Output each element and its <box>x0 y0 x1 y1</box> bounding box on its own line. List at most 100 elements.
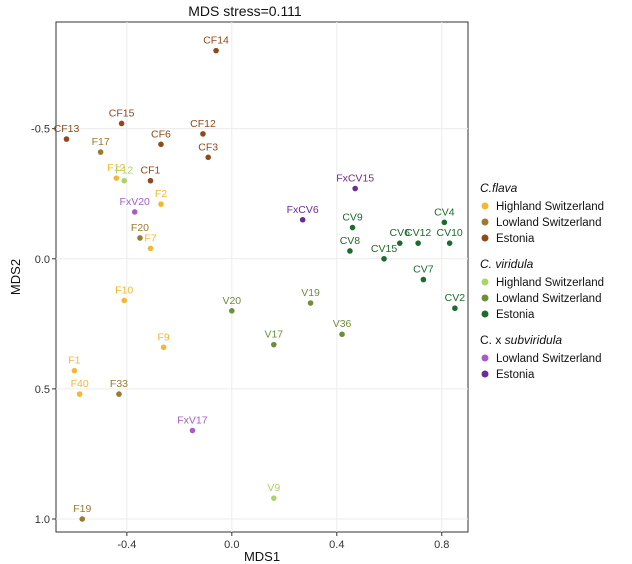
point-label: CV10 <box>436 227 462 239</box>
y-tick-label: 1.0 <box>35 514 50 526</box>
point-label: CF6 <box>151 128 171 140</box>
data-point <box>97 149 104 155</box>
data-point <box>76 391 83 397</box>
data-point <box>299 216 306 223</box>
legend: C.flava Highland Switzerland Lowland Switz… <box>480 181 604 381</box>
data-point <box>63 136 70 142</box>
data-point <box>307 300 314 306</box>
legend-group-title: C. x subviridula <box>480 333 562 347</box>
data-point <box>446 240 453 246</box>
data-point <box>381 255 387 262</box>
point-label: F12 <box>107 162 125 174</box>
y-tick-label: 0.0 <box>35 254 50 266</box>
point-label: CF14 <box>203 35 229 47</box>
point-label: V20 <box>222 295 241 307</box>
point-label: F7 <box>144 232 156 244</box>
point-label: V36 <box>333 318 352 330</box>
legend-item-label: Lowland Switzerland <box>496 217 601 229</box>
data-point <box>160 344 167 351</box>
point-label: CV4 <box>434 206 455 218</box>
legend-swatch <box>481 202 489 210</box>
point-label: CV12 <box>405 227 431 239</box>
data-point <box>158 141 164 148</box>
point-label: FxV20 <box>120 196 151 208</box>
data-point <box>79 516 86 522</box>
chart-title: MDS stress=0.111 <box>188 3 302 19</box>
legend-item-label: Highland Switzerland <box>496 277 604 289</box>
legend-swatch <box>481 294 489 302</box>
legend-swatch <box>481 234 489 242</box>
point-label: F20 <box>131 222 149 234</box>
legend-swatch <box>481 370 489 378</box>
legend-item-label: Estonia <box>496 369 535 381</box>
data-point <box>137 235 143 241</box>
point-label: CF13 <box>54 123 80 135</box>
point-label: CF15 <box>109 107 135 119</box>
data-point <box>452 305 458 312</box>
data-point <box>205 154 212 161</box>
point-label: CF12 <box>190 118 216 130</box>
legend-swatch <box>481 278 489 286</box>
x-tick-label: 0.0 <box>224 539 239 551</box>
point-label: V19 <box>301 287 320 299</box>
point-label: V9 <box>267 482 280 494</box>
data-point <box>189 427 196 434</box>
data-point <box>113 175 120 181</box>
legend-group-title: C.flava <box>480 181 518 195</box>
point-label: FxCV15 <box>336 173 374 185</box>
point-label: V17 <box>264 329 283 341</box>
point-label: F17 <box>92 136 110 148</box>
data-point <box>121 297 128 304</box>
data-point <box>147 245 154 252</box>
point-label: CV8 <box>340 235 361 247</box>
point-label: F33 <box>110 378 128 390</box>
data-point <box>121 177 128 184</box>
legend-swatch <box>481 354 489 362</box>
point-label: FxCV6 <box>287 204 319 216</box>
y-tick-label: 0.5 <box>35 384 50 396</box>
data-point <box>441 219 448 226</box>
x-tick-label: 0.4 <box>329 539 344 551</box>
data-point <box>229 308 235 314</box>
y-axis-title: MDS2 <box>8 259 23 295</box>
data-point <box>118 120 125 127</box>
data-point <box>396 240 403 246</box>
legend-swatch <box>481 310 489 318</box>
legend-item-label: Lowland Switzerland <box>496 293 601 305</box>
legend-item-label: Lowland Switzerland <box>496 353 601 365</box>
point-label: CV9 <box>342 212 363 224</box>
point-label: CF3 <box>198 141 218 153</box>
x-axis-ticks: -0.4 0.0 0.4 0.8 <box>117 532 449 551</box>
point-label: FxV17 <box>177 415 208 427</box>
data-point <box>271 495 277 501</box>
point-label: F19 <box>73 503 91 515</box>
legend-item-label: Estonia <box>496 309 535 321</box>
data-point <box>213 47 219 54</box>
data-point <box>420 276 427 283</box>
point-label: F1 <box>68 355 80 367</box>
x-tick-label: -0.4 <box>117 539 136 551</box>
grid-lines <box>56 22 468 532</box>
point-label: F2 <box>155 188 167 200</box>
point-label: F10 <box>115 284 133 296</box>
point-label: F12 <box>115 165 133 177</box>
point-label: CV15 <box>371 243 397 255</box>
data-points: F12 F2 F7 F10 F9 F1 F40 F17 F20 F33 F19 CF14 CF15 CF1… <box>54 35 465 522</box>
point-label: F9 <box>157 331 169 343</box>
point-label: CV6 <box>390 227 411 239</box>
data-point <box>116 391 122 397</box>
data-point <box>349 224 356 231</box>
point-label: CF1 <box>141 165 161 177</box>
data-point <box>147 177 154 184</box>
y-tick-label: -0.5 <box>31 124 50 136</box>
data-point <box>347 248 353 254</box>
legend-group-title: C. viridula <box>480 257 534 271</box>
legend-item-label: Estonia <box>496 233 535 245</box>
data-point <box>131 209 138 215</box>
data-point <box>415 240 421 246</box>
legend-swatch <box>481 218 489 226</box>
data-point <box>158 201 164 207</box>
plot-panel <box>55 21 469 533</box>
x-axis-title: MDS1 <box>244 549 280 564</box>
